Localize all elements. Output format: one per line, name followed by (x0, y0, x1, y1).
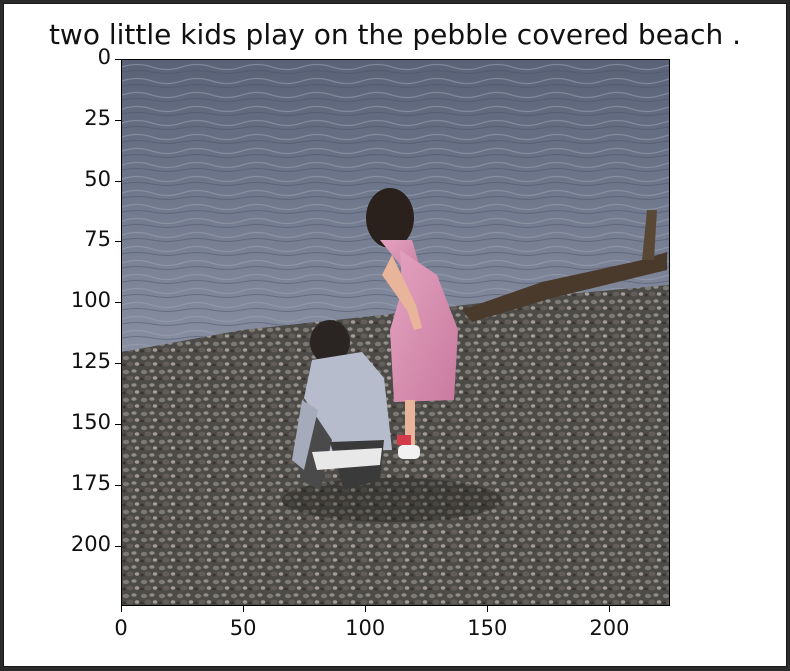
x-tick-label: 150 (467, 616, 508, 640)
y-tick-mark (115, 59, 121, 60)
y-tick-mark (115, 423, 121, 425)
y-tick-label: 100 (70, 288, 111, 313)
figure-title: two little kids play on the pebble cover… (48, 18, 742, 51)
y-tick-mark (115, 119, 121, 121)
x-tick-label: 50 (229, 616, 257, 640)
y-tick-label: 25 (84, 105, 111, 130)
y-tick-mark (115, 484, 121, 486)
y-tick-label: 0 (97, 45, 111, 69)
x-tick-mark (121, 606, 122, 612)
image-plot (121, 59, 670, 606)
y-tick-mark (115, 545, 121, 547)
x-tick-mark (243, 606, 245, 612)
x-tick-mark (609, 606, 611, 612)
y-tick-mark (115, 302, 121, 304)
x-tick-label: 0 (114, 616, 128, 640)
y-tick-label: 125 (70, 349, 111, 374)
y-tick-label: 75 (84, 227, 111, 252)
beach-photo-image (122, 60, 669, 605)
y-tick-mark (115, 363, 121, 365)
figure-frame: two little kids play on the pebble cover… (3, 3, 787, 667)
y-tick-label: 150 (70, 409, 111, 434)
y-tick-label: 175 (70, 470, 111, 495)
y-tick-label: 200 (70, 531, 111, 556)
x-tick-label: 100 (345, 616, 386, 640)
x-tick-mark (365, 606, 367, 612)
x-tick-label: 200 (589, 616, 630, 640)
y-tick-mark (115, 180, 121, 182)
y-tick-mark (115, 241, 121, 243)
x-tick-mark (487, 606, 489, 612)
y-tick-label: 50 (84, 166, 111, 191)
